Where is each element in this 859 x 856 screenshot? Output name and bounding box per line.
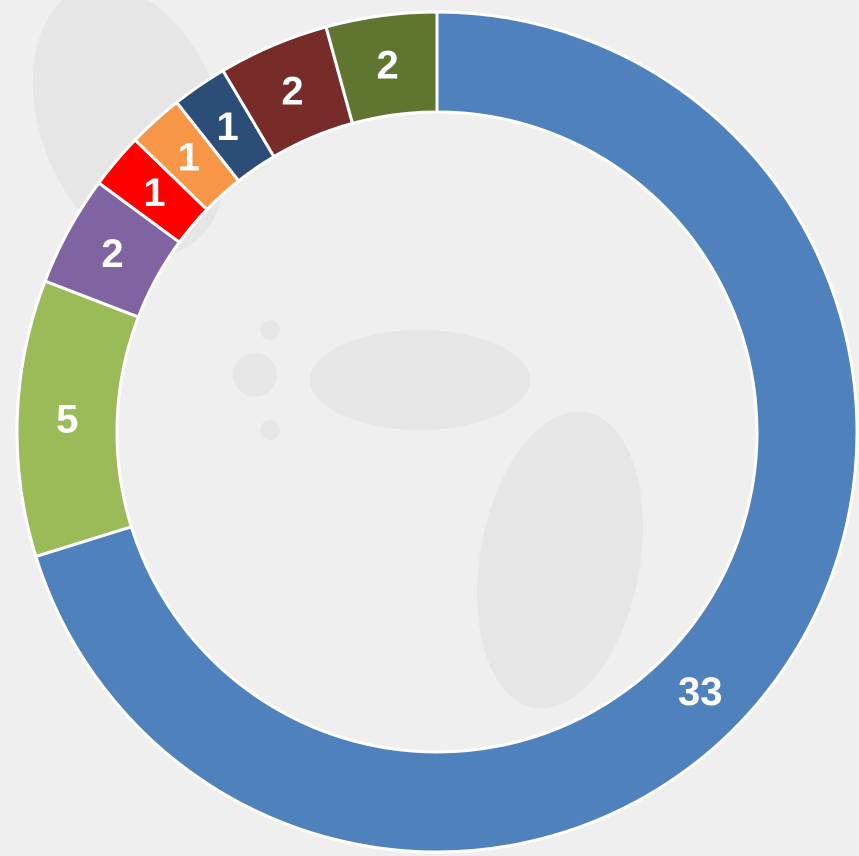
data-label: 1 — [143, 171, 165, 215]
data-label: 5 — [56, 398, 78, 442]
data-label: 1 — [178, 136, 200, 180]
pattern-leaf — [310, 330, 530, 430]
data-label: 33 — [678, 670, 723, 714]
donut-segment — [33, 10, 859, 854]
data-label: 2 — [281, 69, 303, 113]
pattern-dot — [260, 420, 280, 440]
background-pattern — [0, 0, 665, 722]
data-label: 2 — [377, 43, 399, 87]
data-label: 2 — [101, 232, 123, 276]
pattern-dot — [233, 353, 277, 397]
donut-segment — [324, 10, 439, 126]
pattern-leaf — [477, 411, 643, 709]
pattern-dot — [260, 320, 280, 340]
data-label: 1 — [216, 105, 238, 149]
